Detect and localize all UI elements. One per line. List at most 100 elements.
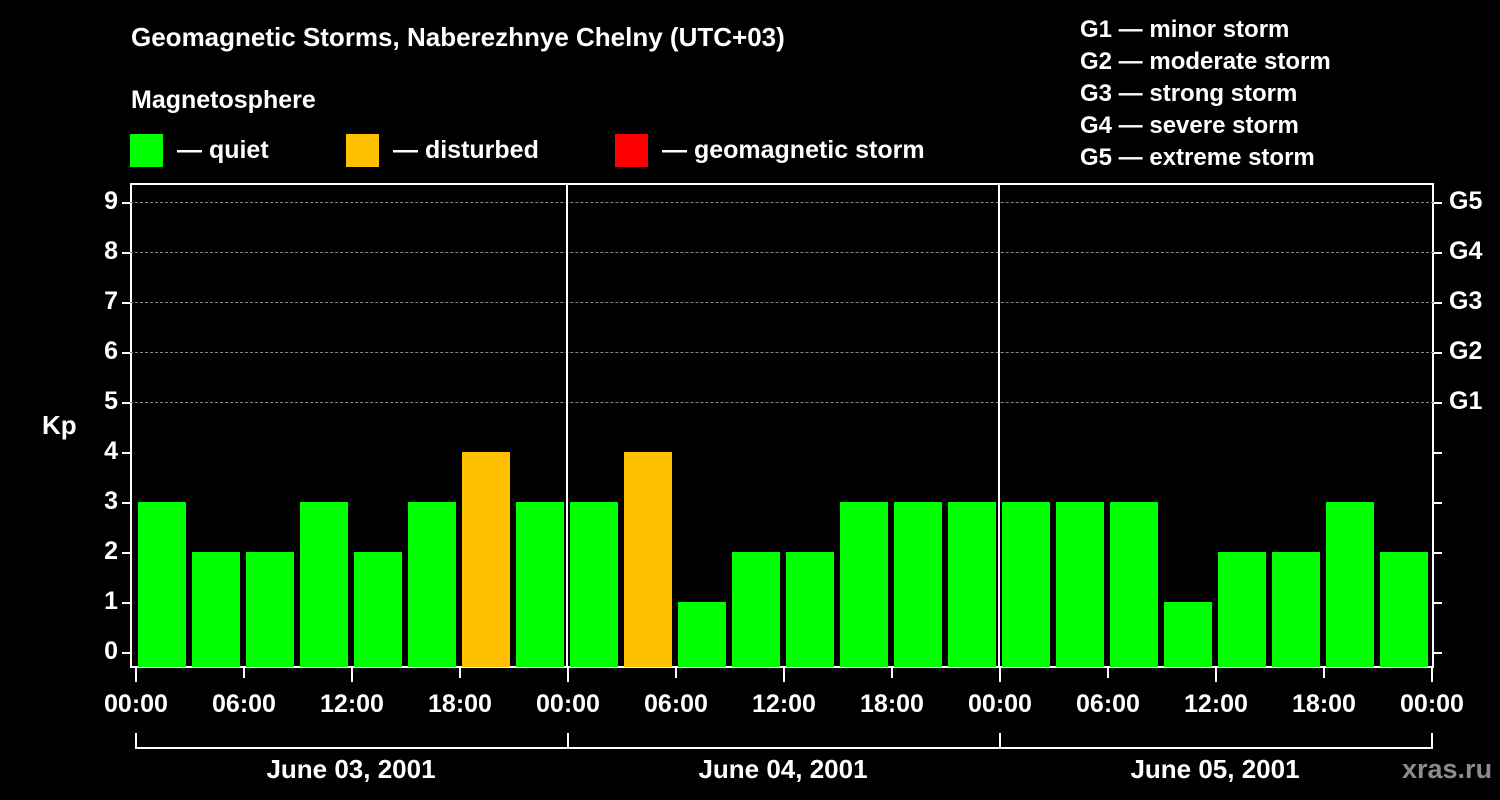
kp-bar[interactable] (1056, 502, 1104, 667)
y-tick-label: 9 (104, 187, 118, 215)
y-tick-right (1434, 302, 1442, 304)
x-tick-label: 18:00 (428, 690, 492, 718)
y-tick (122, 302, 130, 304)
x-tick-label: 06:00 (644, 690, 708, 718)
x-tick (459, 668, 461, 678)
y-tick-right (1434, 652, 1442, 654)
x-tick-label: 18:00 (1292, 690, 1356, 718)
legend-label-disturbed: — disturbed (393, 136, 539, 164)
g-legend-g5: G5 — extreme storm (1080, 144, 1315, 171)
kp-bar[interactable] (624, 452, 672, 667)
kp-bar[interactable] (1164, 602, 1212, 667)
kp-bar[interactable] (732, 552, 780, 667)
x-tick (135, 668, 137, 682)
g-scale-label: G2 (1449, 337, 1483, 365)
y-tick-right (1434, 352, 1442, 354)
y-tick-label: 2 (104, 537, 118, 565)
x-tick (675, 668, 677, 678)
x-tick (351, 668, 353, 682)
x-tick (243, 668, 245, 678)
x-tick (1107, 668, 1109, 678)
kp-bar[interactable] (408, 502, 456, 667)
y-tick (122, 552, 130, 554)
legend-swatch-disturbed (346, 134, 379, 167)
y-tick (122, 202, 130, 204)
y-tick (122, 502, 130, 504)
x-tick (891, 668, 893, 678)
legend-swatch-storm (615, 134, 648, 167)
day-separator (998, 183, 1000, 668)
y-tick-label: 0 (104, 637, 118, 665)
watermark: xras.ru (1402, 754, 1493, 784)
x-tick-label: 06:00 (1076, 690, 1140, 718)
x-tick-label: 00:00 (1400, 690, 1464, 718)
kp-bar[interactable] (948, 502, 996, 667)
kp-bar[interactable] (786, 552, 834, 667)
gridline (130, 202, 1434, 203)
y-tick (122, 452, 130, 454)
x-tick-label: 06:00 (212, 690, 276, 718)
y-tick (122, 652, 130, 654)
kp-bar[interactable] (1326, 502, 1374, 667)
kp-bar[interactable] (516, 502, 564, 667)
g-legend-g4: G4 — severe storm (1080, 112, 1299, 139)
x-tick (999, 668, 1001, 682)
kp-bar[interactable] (894, 502, 942, 667)
day-label: June 03, 2001 (266, 754, 436, 784)
legend-quiet: — quiet (130, 134, 269, 167)
kp-bar[interactable] (1272, 552, 1320, 667)
day-label: June 05, 2001 (1130, 754, 1300, 784)
y-tick-label: 5 (104, 387, 118, 415)
kp-bar[interactable] (1380, 552, 1428, 667)
kp-bar[interactable] (570, 502, 618, 667)
kp-bar[interactable] (678, 602, 726, 667)
chart-subtitle: Magnetosphere (131, 86, 316, 114)
kp-bar[interactable] (1002, 502, 1050, 667)
gridline (130, 252, 1434, 253)
g-scale-label: G3 (1449, 287, 1483, 315)
y-tick-label: 3 (104, 487, 118, 515)
y-tick-label: 7 (104, 287, 118, 315)
kp-bar[interactable] (246, 552, 294, 667)
g-scale-label: G5 (1449, 187, 1483, 215)
kp-bar[interactable] (462, 452, 510, 667)
legend-disturbed: — disturbed (346, 134, 539, 167)
y-tick-right (1434, 202, 1442, 204)
y-tick-right (1434, 452, 1442, 454)
day-bracket-tick (1431, 733, 1433, 749)
plot-area (130, 183, 1434, 668)
y-tick-label: 4 (104, 437, 118, 465)
kp-bar[interactable] (300, 502, 348, 667)
x-tick-label: 12:00 (752, 690, 816, 718)
g-legend-g1: G1 — minor storm (1080, 16, 1290, 43)
y-tick-label: 6 (104, 337, 118, 365)
y-tick-label: 1 (104, 587, 118, 615)
gridline (130, 352, 1434, 353)
legend-storm: — geomagnetic storm (615, 134, 925, 167)
y-axis-label: Kp (42, 410, 77, 440)
g-legend-g3: G3 — strong storm (1080, 80, 1298, 107)
gridline (130, 402, 1434, 403)
g-legend-g2: G2 — moderate storm (1080, 48, 1331, 75)
gridline (130, 302, 1434, 303)
x-tick-label: 18:00 (860, 690, 924, 718)
day-bracket-tick (567, 733, 569, 749)
kp-bar[interactable] (1218, 552, 1266, 667)
y-tick-right (1434, 252, 1442, 254)
x-tick (1431, 668, 1433, 682)
kp-bar[interactable] (138, 502, 186, 667)
kp-bar[interactable] (840, 502, 888, 667)
y-tick (122, 402, 130, 404)
day-bracket-tick (135, 733, 137, 749)
x-tick-label: 00:00 (536, 690, 600, 718)
x-tick-label: 12:00 (1184, 690, 1248, 718)
y-tick (122, 352, 130, 354)
x-tick (783, 668, 785, 682)
legend-swatch-quiet (130, 134, 163, 167)
x-tick (1215, 668, 1217, 682)
y-tick-right (1434, 602, 1442, 604)
y-tick-right (1434, 502, 1442, 504)
kp-bar[interactable] (354, 552, 402, 667)
kp-bar[interactable] (192, 552, 240, 667)
kp-bar[interactable] (1110, 502, 1158, 667)
